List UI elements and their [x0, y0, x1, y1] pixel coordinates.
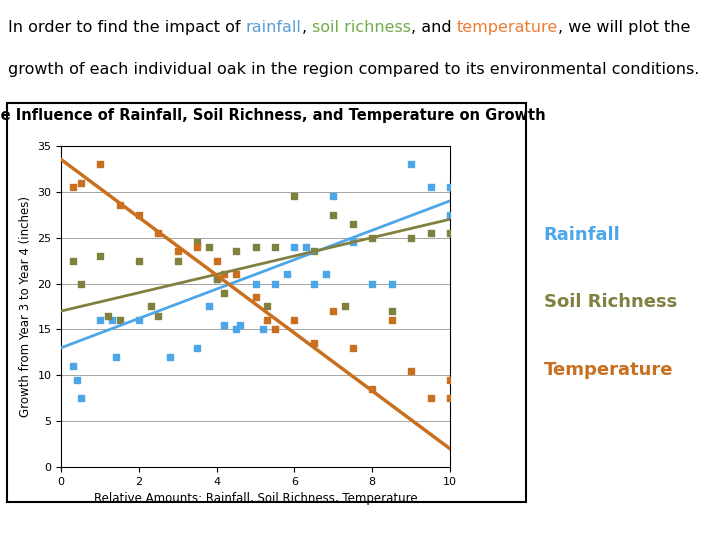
Point [172, 256, 184, 265]
Text: rainfall: rainfall [246, 20, 302, 35]
Point [153, 229, 164, 238]
Point [133, 256, 145, 265]
Point [75, 178, 86, 187]
Point [366, 233, 378, 242]
Point [211, 274, 222, 283]
Point [444, 211, 456, 219]
Point [339, 302, 351, 311]
Point [366, 384, 378, 393]
Point [308, 339, 320, 348]
Point [219, 288, 230, 297]
Text: soil richness: soil richness [312, 20, 410, 35]
Point [230, 325, 242, 334]
Point [94, 160, 106, 168]
Point [386, 307, 397, 315]
Point [347, 220, 359, 228]
Point [281, 270, 292, 279]
Point [261, 316, 273, 325]
Point [328, 192, 339, 201]
Point [405, 233, 417, 242]
Point [67, 183, 78, 192]
Point [102, 311, 114, 320]
Point [405, 160, 417, 168]
Point [328, 307, 339, 315]
Point [203, 242, 215, 251]
Point [444, 376, 456, 384]
Point [347, 343, 359, 352]
Point [133, 211, 145, 219]
Point [133, 316, 145, 325]
Point [269, 325, 281, 334]
Text: Rainfall: Rainfall [544, 226, 621, 244]
Point [110, 353, 122, 361]
Point [145, 302, 156, 311]
Point [328, 211, 339, 219]
Point [269, 279, 281, 288]
Point [261, 302, 273, 311]
Point [425, 183, 436, 192]
Point [308, 247, 320, 256]
Point [425, 394, 436, 403]
Point [94, 252, 106, 260]
Point [366, 279, 378, 288]
Point [230, 270, 242, 279]
Point [289, 192, 300, 201]
Point [67, 362, 78, 370]
Point [71, 376, 83, 384]
Point [289, 242, 300, 251]
Point [269, 242, 281, 251]
Point [172, 247, 184, 256]
Point [106, 316, 117, 325]
Point [258, 325, 269, 334]
Y-axis label: Growth from Year 3 to Year 4 (inches): Growth from Year 3 to Year 4 (inches) [19, 196, 32, 417]
Point [67, 256, 78, 265]
Point [203, 302, 215, 311]
Text: temperature: temperature [456, 20, 558, 35]
Point [320, 270, 331, 279]
Point [94, 316, 106, 325]
Point [75, 279, 86, 288]
Point [114, 316, 125, 325]
Point [219, 270, 230, 279]
Point [405, 367, 417, 375]
Point [444, 183, 456, 192]
Point [250, 279, 261, 288]
Text: Temperature: Temperature [544, 361, 673, 379]
Point [444, 394, 456, 403]
Text: , we will plot the: , we will plot the [558, 20, 690, 35]
Point [386, 279, 397, 288]
Text: In order to find the impact of: In order to find the impact of [8, 20, 246, 35]
Text: ,: , [302, 20, 312, 35]
Point [192, 238, 203, 247]
Point [211, 274, 222, 283]
Text: growth of each individual oak in the region compared to its environmental condit: growth of each individual oak in the reg… [8, 63, 699, 77]
Point [153, 311, 164, 320]
Point [300, 242, 312, 251]
X-axis label: Relative Amounts: Rainfall, Soil Richness, Temperature: Relative Amounts: Rainfall, Soil Richnes… [94, 492, 418, 505]
Point [164, 353, 176, 361]
Point [386, 316, 397, 325]
Point [308, 279, 320, 288]
Point [219, 321, 230, 329]
Point [192, 343, 203, 352]
Point [75, 394, 86, 403]
Text: The Influence of Rainfall, Soil Richness, and Temperature on Growth: The Influence of Rainfall, Soil Richness… [0, 108, 546, 123]
Point [444, 229, 456, 238]
Point [289, 316, 300, 325]
Point [192, 242, 203, 251]
Point [250, 293, 261, 301]
Text: , and: , and [410, 20, 456, 35]
Point [234, 321, 246, 329]
Point [114, 201, 125, 210]
Point [347, 238, 359, 247]
Point [211, 256, 222, 265]
Point [425, 229, 436, 238]
Point [250, 242, 261, 251]
Point [230, 247, 242, 256]
Text: Soil Richness: Soil Richness [544, 293, 677, 312]
